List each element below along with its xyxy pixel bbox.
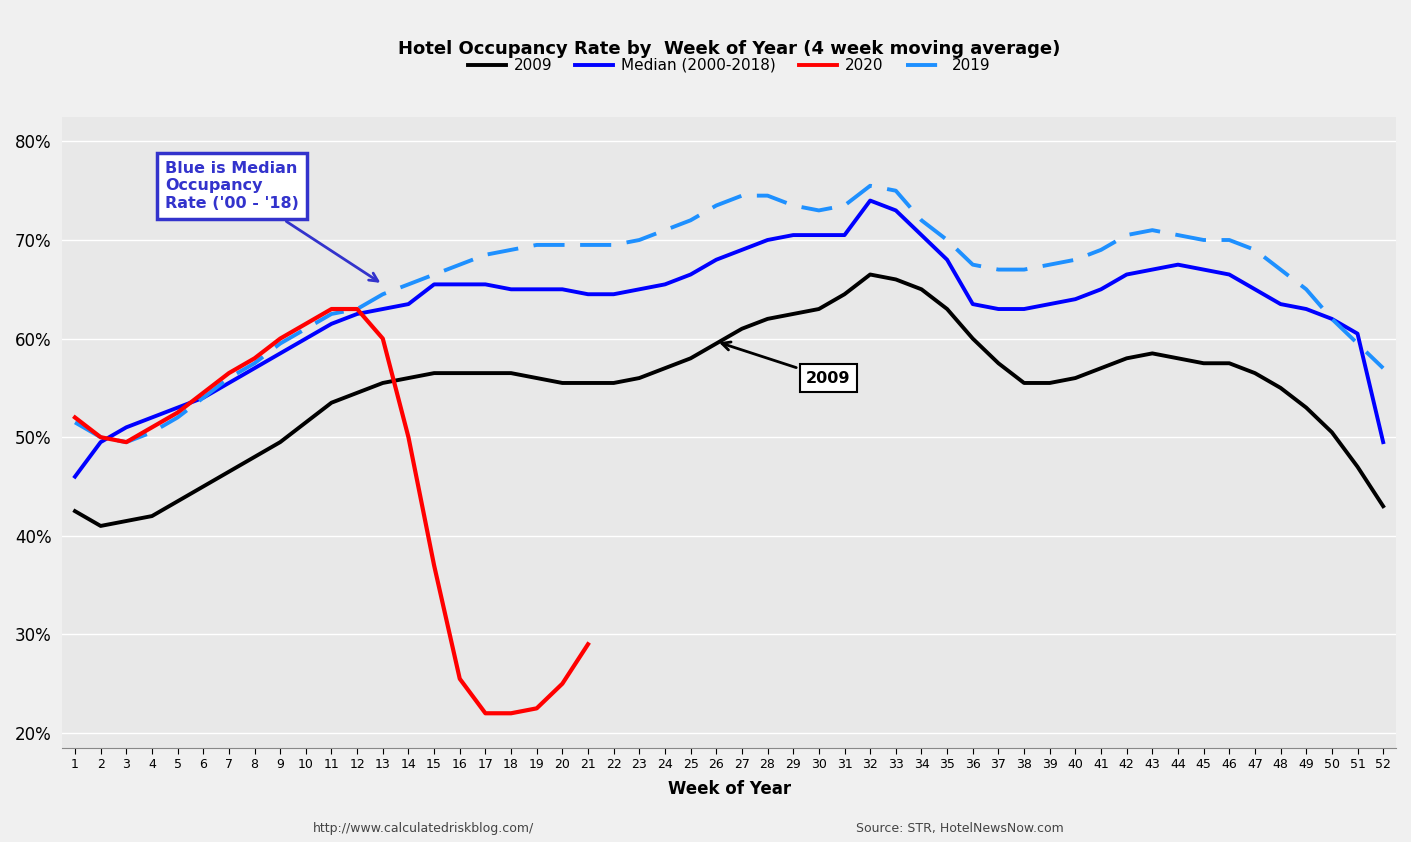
Title: Hotel Occupancy Rate by  Week of Year (4 week moving average): Hotel Occupancy Rate by Week of Year (4 … [398,40,1060,58]
Legend: 2009, Median (2000-2018), 2020, 2019: 2009, Median (2000-2018), 2020, 2019 [461,52,996,79]
X-axis label: Week of Year: Week of Year [667,780,790,797]
Text: Source: STR, HotelNewsNow.com: Source: STR, HotelNewsNow.com [855,822,1064,835]
Text: 2009: 2009 [722,342,851,386]
Text: http://www.calculatedriskblog.com/: http://www.calculatedriskblog.com/ [313,822,533,835]
Text: Blue is Median
Occupancy
Rate ('00 - '18): Blue is Median Occupancy Rate ('00 - '18… [165,161,378,281]
